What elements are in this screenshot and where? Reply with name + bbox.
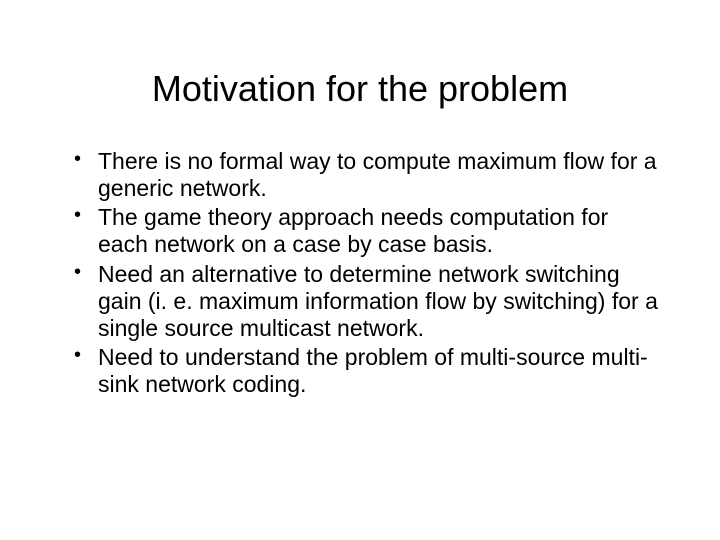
bullet-item: Need an alternative to determine network… xyxy=(70,261,660,342)
bullet-item: Need to understand the problem of multi-… xyxy=(70,344,660,398)
slide-container: Motivation for the problem There is no f… xyxy=(0,0,720,540)
bullet-list: There is no formal way to compute maximu… xyxy=(60,148,660,398)
slide-title: Motivation for the problem xyxy=(60,68,660,110)
bullet-item: The game theory approach needs computati… xyxy=(70,204,660,258)
bullet-item: There is no formal way to compute maximu… xyxy=(70,148,660,202)
